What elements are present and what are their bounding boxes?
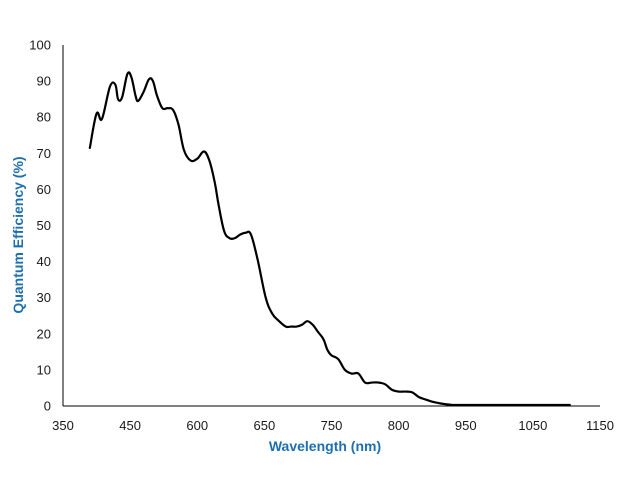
y-tick-label: 100 (29, 38, 51, 53)
y-tick-label: 40 (37, 254, 51, 269)
y-tick-label: 10 (37, 362, 51, 377)
qe-series-line (88, 71, 571, 407)
y-tick-label: 70 (37, 146, 51, 161)
y-tick-label: 80 (37, 110, 51, 125)
y-tick-labels: 0 10 20 30 40 50 60 70 80 90 100 (29, 38, 51, 414)
y-tick-label: 60 (37, 182, 51, 197)
y-tick-label: 30 (37, 290, 51, 305)
x-tick-label: 600 (186, 418, 208, 433)
x-tick-label: 650 (254, 418, 276, 433)
y-tick-label: 0 (44, 399, 51, 414)
x-tick-label: 1050 (518, 418, 547, 433)
x-tick-label: 950 (455, 418, 477, 433)
y-axis-title: Quantum Efficiency (%) (10, 156, 26, 313)
x-tick-label: 800 (388, 418, 410, 433)
x-tick-label: 1150 (586, 418, 614, 433)
x-axis-title: Wavelength (nm) (269, 438, 381, 454)
y-tick-label: 50 (37, 218, 51, 233)
y-tick-label: 20 (37, 326, 51, 341)
y-tick-label: 90 (37, 74, 51, 89)
x-tick-label: 450 (119, 418, 141, 433)
x-tick-label: 350 (52, 418, 74, 433)
x-tick-labels: 350 450 600 650 750 800 950 1050 1150 (52, 418, 614, 433)
x-tick-label: 750 (321, 418, 343, 433)
